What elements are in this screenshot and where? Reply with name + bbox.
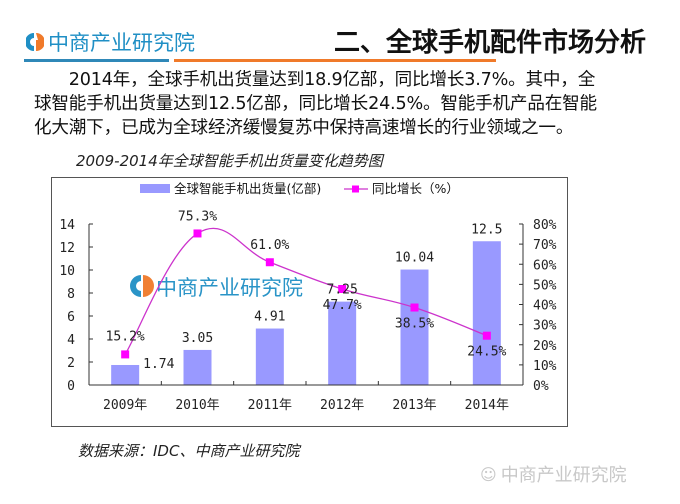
footer-watermark-text: 中商产业研究院 [500,465,627,486]
bar-2012年 [328,301,357,385]
paragraph-line: 2014年，全球手机出货量达到18.9亿部，同比增长3.7%。其中，全 [34,70,596,90]
y-right-tick-label: 10% [533,359,557,374]
y-right-tick-label: 60% [533,258,557,273]
header-divider-blue [24,59,169,62]
growth-data-label: 24.5% [467,345,506,360]
growth-marker-2011年 [265,258,274,267]
x-tick-label: 2011年 [248,398,292,413]
legend-marker-growth [352,185,359,193]
legend-label-growth: 同比增长（%） [372,181,459,196]
paragraph-line: 化大潮下，已成为全球经济缓慢复苏中保持高速增长的行业领域之一。 [34,118,574,138]
chart-watermark: 中商产业研究院 [130,275,303,300]
y-left-tick-label: 8 [67,287,75,302]
bar-data-label: 7.25 [327,283,358,298]
bar-2011年 [255,328,284,385]
y-left-tick-label: 0 [67,379,75,394]
header-divider-orange [174,59,496,62]
intro-paragraph: 2014年，全球手机出货量达到18.9亿部，同比增长3.7%。其中，全 球智能手… [34,68,650,140]
growth-data-label: 38.5% [395,317,434,332]
x-tick-label: 2012年 [320,398,364,413]
watermark-logo-icon [130,275,154,297]
growth-data-label: 15.2% [106,329,145,344]
y-right-tick-label: 20% [533,339,557,354]
bar-data-label: 1.74 [143,357,174,372]
x-tick-label: 2014年 [465,398,509,413]
y-right-tick-label: 30% [533,319,557,334]
page-title: 二、全球手机配件市场分析 [333,28,646,58]
y-left-tick-label: 6 [67,310,75,325]
x-tick-label: 2013年 [392,398,436,413]
bar-2009年 [111,364,140,385]
logo-icon [26,33,44,51]
growth-marker-2009年 [121,350,130,359]
bar-2013年 [400,269,429,385]
y-left-tick-label: 4 [67,333,75,348]
legend-label-bars: 全球智能手机出货量(亿部) [174,181,321,196]
bar-2014年 [472,241,501,385]
legend-swatch-bars [140,184,170,193]
logo-text: 中商产业研究院 [48,31,195,55]
y-right-tick-label: 80% [533,218,557,233]
y-left-tick-label: 2 [67,356,75,371]
y-right-tick-label: 40% [533,299,557,314]
y-left-tick-label: 10 [59,264,75,279]
y-left-tick-label: 12 [59,241,75,256]
growth-marker-2010年 [193,229,202,238]
growth-marker-2012年 [338,285,347,294]
growth-data-label: 47.7% [323,298,362,313]
bar-data-label: 12.5 [471,222,502,237]
y-right-tick-label: 0% [533,379,549,394]
logo: 中商产业研究院 [26,27,195,57]
bar-data-label: 4.91 [254,310,285,325]
footer-watermark: ☺ 中商产业研究院 [480,461,627,487]
y-left-tick-label: 14 [59,218,75,233]
x-tick-label: 2010年 [175,398,219,413]
chart-title: 2009-2014年全球智能手机出货量变化趋势图 [76,152,383,170]
y-right-tick-label: 50% [533,278,557,293]
watermark-text: 中商产业研究院 [156,276,303,300]
wechat-icon: ☺ [480,464,497,484]
data-source: 数据来源：IDC、中商产业研究院 [78,442,300,460]
bar-data-label: 10.04 [395,251,434,266]
chart-frame [51,177,568,427]
y-right-tick-label: 70% [533,238,557,253]
x-tick-label: 2009年 [103,398,147,413]
growth-data-label: 75.3% [178,209,217,224]
paragraph-line: 球智能手机出货量达到12.5亿部，同比增长24.5%。智能手机产品在智能 [34,94,597,114]
bar-2010年 [183,349,212,385]
bar-data-label: 3.05 [182,331,213,346]
growth-marker-2013年 [410,303,419,312]
growth-marker-2014年 [482,331,491,340]
growth-data-label: 61.0% [250,238,289,253]
